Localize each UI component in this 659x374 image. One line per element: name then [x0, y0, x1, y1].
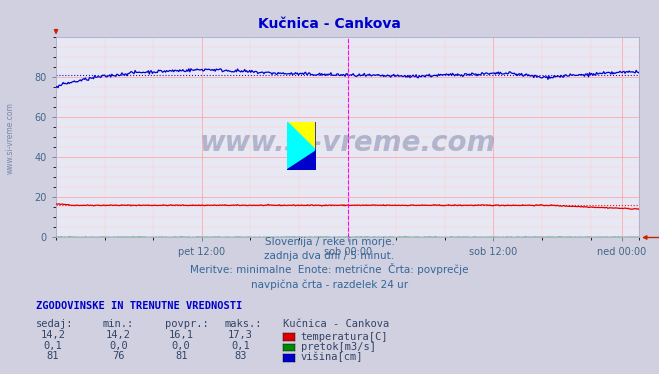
Text: 0,0: 0,0 — [109, 341, 128, 351]
Text: www.si-vreme.com: www.si-vreme.com — [200, 129, 496, 157]
Text: 17,3: 17,3 — [228, 331, 253, 340]
Text: višina[cm]: višina[cm] — [301, 352, 363, 362]
Text: pretok[m3/s]: pretok[m3/s] — [301, 342, 376, 352]
Text: 0,1: 0,1 — [231, 341, 250, 351]
Text: 76: 76 — [113, 352, 125, 361]
Text: maks.:: maks.: — [224, 319, 262, 328]
Text: 81: 81 — [47, 352, 59, 361]
Text: 81: 81 — [175, 352, 187, 361]
Text: 0,1: 0,1 — [43, 341, 62, 351]
Text: 14,2: 14,2 — [106, 331, 131, 340]
Text: navpična črta - razdelek 24 ur: navpična črta - razdelek 24 ur — [251, 279, 408, 289]
Text: Kučnica - Cankova: Kučnica - Cankova — [283, 319, 389, 328]
Polygon shape — [287, 122, 316, 151]
Text: 83: 83 — [235, 352, 246, 361]
Polygon shape — [287, 122, 316, 170]
Text: min.:: min.: — [102, 319, 133, 328]
Polygon shape — [287, 122, 316, 170]
Text: 0,0: 0,0 — [172, 341, 190, 351]
Text: 16,1: 16,1 — [169, 331, 194, 340]
Text: Meritve: minimalne  Enote: metrične  Črta: povprečje: Meritve: minimalne Enote: metrične Črta:… — [190, 263, 469, 275]
Text: ZGODOVINSKE IN TRENUTNE VREDNOSTI: ZGODOVINSKE IN TRENUTNE VREDNOSTI — [36, 301, 243, 310]
Text: 14,2: 14,2 — [40, 331, 65, 340]
Text: zadnja dva dni / 5 minut.: zadnja dva dni / 5 minut. — [264, 251, 395, 261]
Text: Kučnica - Cankova: Kučnica - Cankova — [258, 17, 401, 31]
Text: sedaj:: sedaj: — [36, 319, 74, 328]
Text: www.si-vreme.com: www.si-vreme.com — [5, 102, 14, 174]
Text: temperatura[C]: temperatura[C] — [301, 332, 388, 341]
Text: povpr.:: povpr.: — [165, 319, 208, 328]
Text: Slovenija / reke in morje.: Slovenija / reke in morje. — [264, 237, 395, 247]
